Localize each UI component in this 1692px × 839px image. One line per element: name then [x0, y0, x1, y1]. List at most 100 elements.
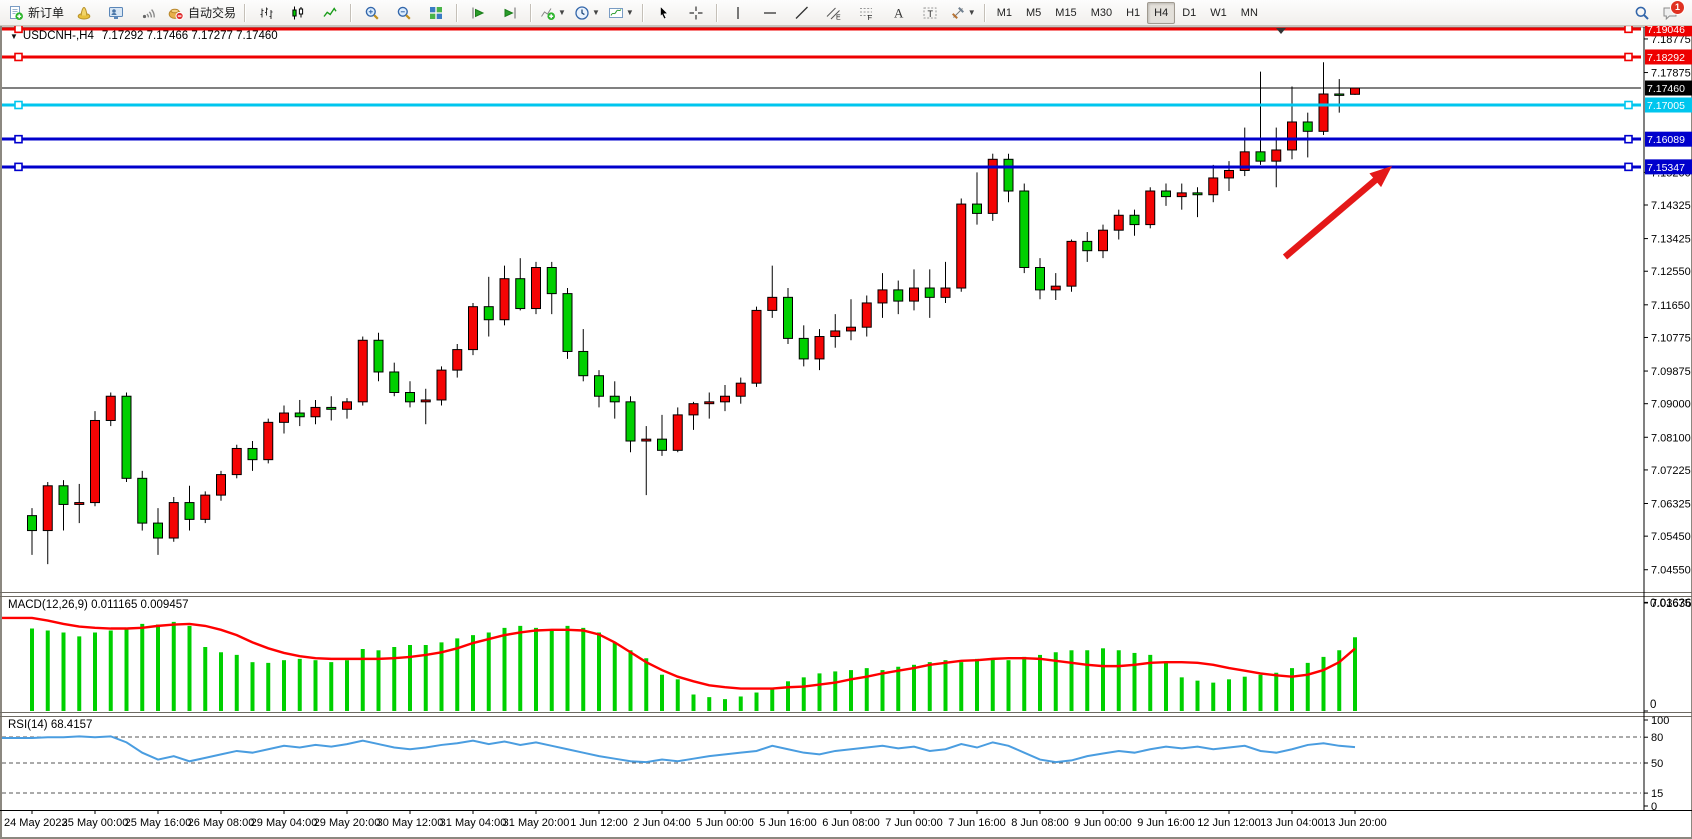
svg-text:9 Jun 16:00: 9 Jun 16:00	[1137, 817, 1195, 829]
toolbar-tile-windows-button[interactable]	[420, 1, 452, 25]
toolbar-new-order-button[interactable]: 新订单	[4, 1, 68, 25]
toolbar-zoom-in-button[interactable]	[356, 1, 388, 25]
svg-text:26 May 08:00: 26 May 08:00	[188, 817, 255, 829]
line-anchor[interactable]	[14, 162, 23, 172]
candle	[814, 336, 825, 360]
candle	[1003, 158, 1014, 192]
svg-text:F: F	[867, 13, 872, 21]
toolbar-trendline-button[interactable]	[786, 1, 818, 25]
zoom-in-icon	[365, 6, 379, 20]
line-anchor[interactable]	[14, 100, 23, 110]
toolbar-autotrade-button[interactable]: 自动交易	[164, 1, 240, 25]
candle	[27, 515, 37, 532]
hlines-group[interactable]	[2, 26, 1641, 172]
line-anchor[interactable]	[14, 52, 23, 62]
candle	[594, 375, 604, 397]
svg-text:2 Jun 04:00: 2 Jun 04:00	[633, 817, 691, 829]
line-anchor[interactable]	[14, 26, 23, 34]
toolbar-indicators-button[interactable]: ▼	[536, 1, 570, 25]
svg-text:7.18775: 7.18775	[1651, 34, 1691, 46]
svg-text:7.04550: 7.04550	[1651, 565, 1691, 577]
cursor-icon	[659, 5, 668, 19]
line-anchor[interactable]	[1624, 134, 1633, 144]
svg-text:0: 0	[1651, 801, 1657, 813]
candle	[798, 337, 809, 360]
candle	[1145, 190, 1156, 226]
toolbar-text-button[interactable]: A	[882, 1, 914, 25]
candle	[326, 406, 337, 410]
template-icon	[608, 7, 623, 18]
toolbar-publisher-button[interactable]	[100, 1, 132, 25]
candle	[436, 369, 447, 401]
candle	[1113, 214, 1124, 231]
toolbar-crosshair-button[interactable]	[680, 1, 712, 25]
notifications-button[interactable]: 1	[1658, 0, 1685, 24]
svg-text:7.16089: 7.16089	[1647, 134, 1685, 146]
timeframe-d1-button[interactable]: D1	[1182, 6, 1197, 19]
price-badge	[1645, 49, 1692, 65]
timeframe-w1-button[interactable]: W1	[1210, 6, 1227, 19]
candle	[279, 412, 289, 423]
candle	[609, 395, 620, 403]
toolbar-signals-button[interactable]	[132, 1, 164, 25]
candle	[1098, 229, 1108, 252]
channel-icon: E	[826, 7, 841, 21]
timeframe-h1-button[interactable]: H1	[1126, 6, 1141, 19]
toolbar-seal-button[interactable]	[68, 1, 100, 25]
toolbar-templates-button[interactable]: ▼	[604, 1, 638, 25]
tile-windows-icon	[430, 6, 443, 19]
toolbar-horizontal-line-button[interactable]	[754, 1, 786, 25]
svg-text:7.10775: 7.10775	[1651, 332, 1691, 344]
chevron-down-icon: ▼	[558, 8, 566, 17]
timeframe-m30-button[interactable]: M30	[1090, 6, 1113, 19]
toolbar-separator	[715, 3, 718, 22]
candle	[294, 412, 305, 418]
toolbar-cursor-button[interactable]	[648, 1, 680, 25]
toolbar-fibonacci-button[interactable]: F	[850, 1, 882, 25]
hline-icon	[763, 11, 776, 14]
trend-arrow-annotation[interactable]	[1282, 166, 1392, 260]
signal-icon	[142, 8, 155, 18]
candle	[720, 395, 730, 403]
chevron-down-icon: ▼	[591, 8, 600, 17]
candle	[1302, 121, 1313, 132]
toolbar-text-label-button[interactable]: T	[914, 1, 946, 25]
toolbar-candle-chart-button[interactable]	[282, 1, 314, 25]
timeframe-m5-button[interactable]: M5	[1026, 6, 1042, 19]
chart-area[interactable]: 7.187757.178757.152007.143257.134257.125…	[0, 26, 1692, 839]
toolbar-line-chart-button[interactable]	[314, 1, 346, 25]
chart-shift-marker[interactable]	[1276, 28, 1286, 34]
svg-text:7.19046: 7.19046	[1647, 26, 1685, 36]
svg-text:7.17875: 7.17875	[1651, 68, 1691, 80]
search-button[interactable]	[1626, 1, 1658, 25]
chevron-down-icon: ▼	[625, 8, 634, 17]
line-anchor[interactable]	[1624, 26, 1633, 34]
svg-text:5 Jun 16:00: 5 Jun 16:00	[759, 817, 817, 829]
line-anchor[interactable]	[1624, 162, 1633, 172]
timeframe-m15-button[interactable]: M15	[1055, 6, 1077, 19]
timeframe-h4-button[interactable]: H4	[1147, 1, 1176, 24]
toolbar-separator	[983, 3, 986, 22]
toolbar-separator	[456, 3, 459, 22]
notification-badge: 1	[1670, 0, 1685, 15]
candle	[657, 438, 667, 451]
timeframe-m1-button[interactable]: M1	[996, 6, 1012, 19]
toolbar-chart-shift-button[interactable]	[494, 1, 526, 25]
vline-icon	[737, 6, 739, 19]
toolbar-arrows-button[interactable]: ▼	[946, 1, 980, 25]
line-anchor[interactable]	[1624, 52, 1633, 62]
toolbar-bar-chart-button[interactable]	[250, 1, 282, 25]
new-order-icon	[10, 5, 23, 20]
price-badge	[1645, 97, 1692, 113]
toolbar-vertical-line-button[interactable]	[722, 1, 754, 25]
timeframe-mn-button[interactable]: MN	[1240, 6, 1258, 19]
macd-label: MACD(12,26,9) 0.011165 0.009457	[8, 599, 189, 611]
toolbar-zoom-out-button[interactable]	[388, 1, 420, 25]
svg-text:30 May 12:00: 30 May 12:00	[377, 817, 444, 829]
line-anchor[interactable]	[14, 134, 23, 144]
toolbar-auto-scroll-button[interactable]	[462, 1, 494, 25]
line-anchor[interactable]	[1624, 100, 1633, 110]
toolbar-periods-button[interactable]: ▼	[570, 1, 604, 25]
toolbar-equidistant-channel-button[interactable]: E	[818, 1, 850, 25]
